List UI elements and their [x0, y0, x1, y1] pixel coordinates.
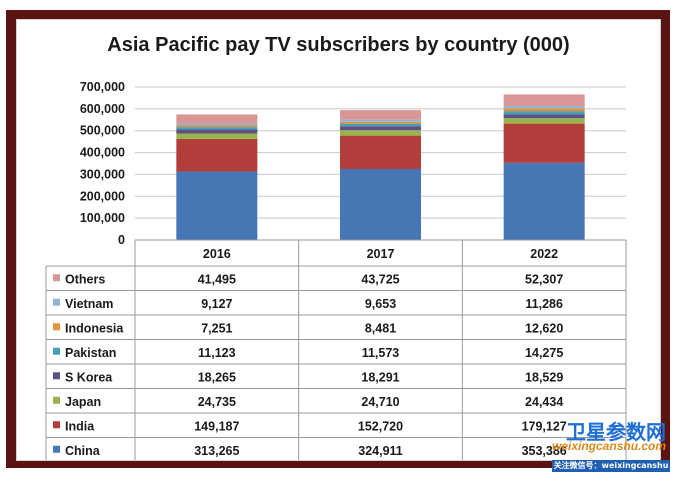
data-label: 9,653	[365, 297, 396, 311]
y-tick-label: 500,000	[80, 124, 125, 138]
watermark-domain: weixingcanshu.com	[552, 439, 667, 453]
bar-segment	[503, 162, 585, 240]
bar-segment	[176, 127, 258, 130]
chart-title: Asia Pacific pay TV subscribers by count…	[107, 34, 570, 56]
y-tick-label: 200,000	[80, 189, 125, 203]
data-label: 11,286	[525, 297, 563, 311]
bar-segment	[503, 94, 585, 106]
chart-frame: Asia Pacific pay TV subscribers by count…	[6, 10, 670, 468]
bar-segment	[503, 111, 585, 115]
data-label: 11,573	[362, 346, 400, 360]
legend-label: China	[65, 444, 101, 458]
legend-key	[53, 445, 60, 453]
y-tick-label: 400,000	[80, 146, 125, 160]
bar-segment	[176, 129, 258, 134]
legend-label: Pakistan	[65, 346, 116, 360]
data-label: 353,386	[522, 444, 567, 458]
legend-key	[53, 274, 60, 282]
chart-canvas: 700,000 600,000 500,000 400,000 300,000 200,0…	[45, 80, 627, 460]
bar-segment	[176, 114, 258, 124]
data-label: 8,481	[365, 321, 396, 335]
data-label: 18,529	[525, 370, 563, 384]
chart-panel: Asia Pacific pay TV subscribers by count…	[16, 19, 661, 461]
bar-segment	[176, 125, 258, 128]
legend-key	[53, 298, 60, 306]
bar-segment	[340, 126, 421, 131]
legend-key	[53, 372, 60, 380]
bar-segment	[340, 119, 421, 122]
data-label: 41,495	[198, 272, 236, 286]
watermark-title: 卫星参数网	[566, 420, 666, 444]
legend-key	[53, 421, 60, 429]
x-tick-label: 2016	[203, 247, 231, 261]
data-label: 9,127	[201, 297, 232, 311]
legend-key	[53, 323, 60, 331]
data-label: 149,187	[194, 419, 239, 433]
legend-label: Indonesia	[65, 321, 124, 335]
watermark: 卫星参数网 weixingcanshu.com 关注微信号：weixingcan…	[552, 416, 672, 476]
data-label: 52,307	[525, 272, 563, 286]
bar-segment	[340, 123, 421, 127]
y-tick-label: 300,000	[80, 167, 125, 181]
data-label: 18,265	[198, 370, 236, 384]
x-tick-label: 2022	[530, 247, 558, 261]
legend-label: S Korea	[65, 370, 113, 384]
data-label: 179,127	[522, 419, 567, 433]
bar-segment	[340, 168, 421, 240]
bar-segment	[503, 108, 585, 112]
bar-segment	[503, 114, 585, 119]
bar-segment	[503, 105, 585, 109]
legend-label: Others	[65, 272, 105, 286]
data-label: 24,434	[525, 395, 563, 409]
bar-segment	[503, 123, 585, 163]
legend-label: Vietnam	[65, 297, 113, 311]
x-tick-label: 2017	[367, 247, 395, 261]
y-tick-label: 600,000	[80, 102, 125, 116]
y-tick-label: 700,000	[80, 80, 125, 94]
watermark-note: 关注微信号：weixingcanshu	[552, 460, 670, 472]
bar-segment	[503, 118, 585, 124]
data-label: 7,251	[201, 321, 232, 335]
data-label: 11,123	[198, 346, 236, 360]
legend-key	[53, 396, 60, 404]
data-label: 14,275	[525, 346, 563, 360]
data-label: 152,720	[358, 419, 403, 433]
data-label: 24,735	[198, 395, 236, 409]
data-label: 313,265	[194, 444, 239, 458]
data-label: 43,725	[361, 272, 399, 286]
y-tick-label: 100,000	[80, 211, 125, 225]
y-tick-label: 0	[118, 233, 125, 247]
bar-segment	[340, 130, 421, 136]
bar-segment	[176, 171, 258, 240]
legend-key	[53, 347, 60, 355]
bar-segment	[176, 133, 258, 139]
data-label: 18,291	[361, 370, 399, 384]
legend-label: India	[65, 419, 95, 433]
bar-segment	[340, 110, 421, 120]
data-label: 24,710	[361, 395, 399, 409]
bar-segment	[176, 138, 258, 172]
bar-segment	[176, 123, 258, 126]
data-label: 12,620	[525, 321, 563, 335]
bar-segment	[340, 121, 421, 124]
data-label: 324,911	[358, 444, 403, 458]
bar-segment	[340, 135, 421, 169]
legend-label: Japan	[65, 395, 101, 409]
